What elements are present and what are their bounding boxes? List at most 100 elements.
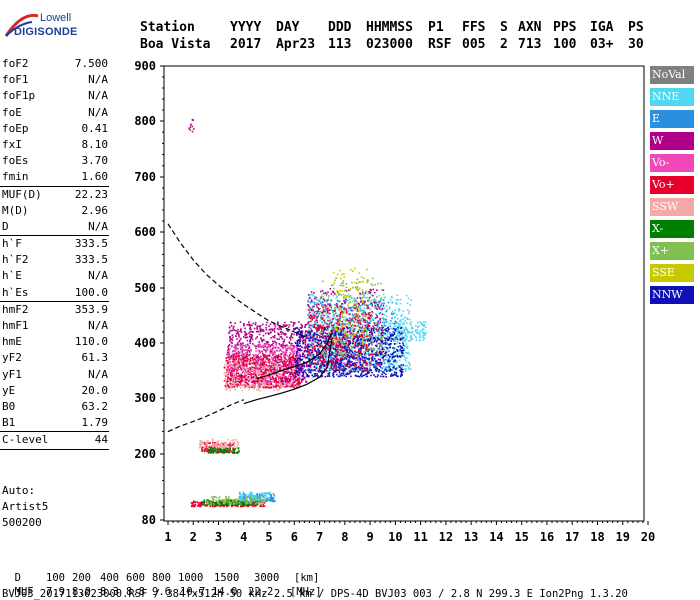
param-name: fmin (2, 170, 29, 184)
echo-point (286, 344, 288, 346)
echo-point (349, 296, 352, 299)
echo-point (327, 303, 329, 305)
echo-point (264, 364, 266, 367)
echo-point (362, 361, 365, 363)
echo-point (374, 317, 376, 320)
param-row: hmF1 N/A (0, 318, 112, 334)
header-label-4: HHMMSS (366, 20, 413, 35)
echo-point (403, 356, 405, 358)
echo-point (325, 355, 327, 358)
echo-point (406, 318, 409, 320)
echo-point (362, 347, 365, 349)
echo-point (287, 375, 290, 377)
echo-point (400, 319, 402, 321)
param-value: 3.70 (81, 154, 109, 168)
param-row: foF1p N/A (0, 88, 112, 104)
echo-point (253, 366, 256, 369)
echo-point (423, 323, 426, 326)
echo-point (390, 322, 392, 325)
echo-point (286, 372, 288, 374)
echo-point (385, 370, 388, 372)
echo-point (269, 382, 272, 384)
echo-point (352, 309, 354, 312)
echo-point (345, 320, 347, 323)
echo-point (263, 386, 265, 388)
echo-point (374, 358, 376, 360)
echo-point (390, 313, 393, 315)
echo-point (401, 374, 403, 376)
echo-point (390, 374, 392, 377)
echo-point (357, 343, 359, 345)
param-value: 353.9 (74, 302, 108, 316)
echo-point (351, 370, 353, 373)
header-value-1: 2017 (230, 37, 262, 52)
echo-point (391, 328, 394, 330)
echo-point (302, 355, 305, 358)
echo-point (259, 359, 262, 361)
echo-point (307, 298, 310, 300)
echo-point (346, 363, 349, 365)
echo-point (311, 342, 313, 344)
echo-point (367, 344, 370, 347)
param-name: hmF1 (2, 319, 29, 332)
echo-point (262, 379, 265, 382)
echo-point (326, 369, 329, 372)
echo-point (258, 362, 260, 365)
echo-point (280, 381, 283, 383)
echo-point (298, 345, 300, 347)
echo-point (359, 364, 361, 367)
echo-point (255, 347, 257, 350)
echo-point (265, 328, 268, 331)
echo-point (267, 365, 270, 367)
echo-point (312, 375, 315, 378)
echo-point (296, 331, 299, 333)
echo-point (256, 358, 259, 361)
echo-point (298, 348, 300, 350)
echo-point (287, 369, 289, 371)
echo-point (395, 367, 397, 370)
echo-point (385, 328, 388, 330)
echo-point (359, 293, 362, 295)
echo-point (330, 356, 332, 358)
echo-point (403, 330, 406, 332)
echo-point (384, 343, 387, 346)
echo-point (239, 339, 241, 342)
echo-point (363, 339, 365, 342)
echo-point (319, 324, 322, 326)
echo-point (248, 323, 250, 325)
echo-point (409, 339, 412, 342)
echo-point (327, 349, 329, 351)
echo-point (349, 362, 352, 365)
echo-point (387, 369, 390, 372)
echo-point (320, 355, 323, 358)
echo-point (228, 350, 230, 352)
echo-point (364, 367, 366, 370)
echo-point (325, 358, 327, 361)
echo-point (401, 368, 404, 371)
header-label-2: DAY (276, 20, 300, 35)
echo-point (306, 373, 309, 376)
echo-point (302, 340, 305, 342)
echo-point (403, 323, 405, 325)
echo-point (359, 334, 361, 336)
echo-point (363, 342, 365, 344)
echo-point (262, 354, 264, 357)
echo-point (258, 333, 261, 336)
echo-point (343, 369, 345, 372)
echo-point (349, 322, 351, 324)
echo-point (272, 352, 274, 355)
echo-point (408, 368, 410, 370)
echo-point (296, 379, 298, 381)
echo-point (405, 327, 408, 330)
echo-point (279, 331, 282, 334)
echo-point (252, 359, 254, 361)
echo-point (266, 361, 269, 363)
param-name: hmE (2, 335, 22, 349)
echo-point (283, 374, 286, 376)
echo-point (251, 374, 253, 376)
echo-point (332, 309, 334, 312)
echo-point (281, 360, 283, 363)
echo-point (358, 341, 360, 344)
echo-point (287, 381, 290, 383)
echo-point (231, 382, 234, 384)
